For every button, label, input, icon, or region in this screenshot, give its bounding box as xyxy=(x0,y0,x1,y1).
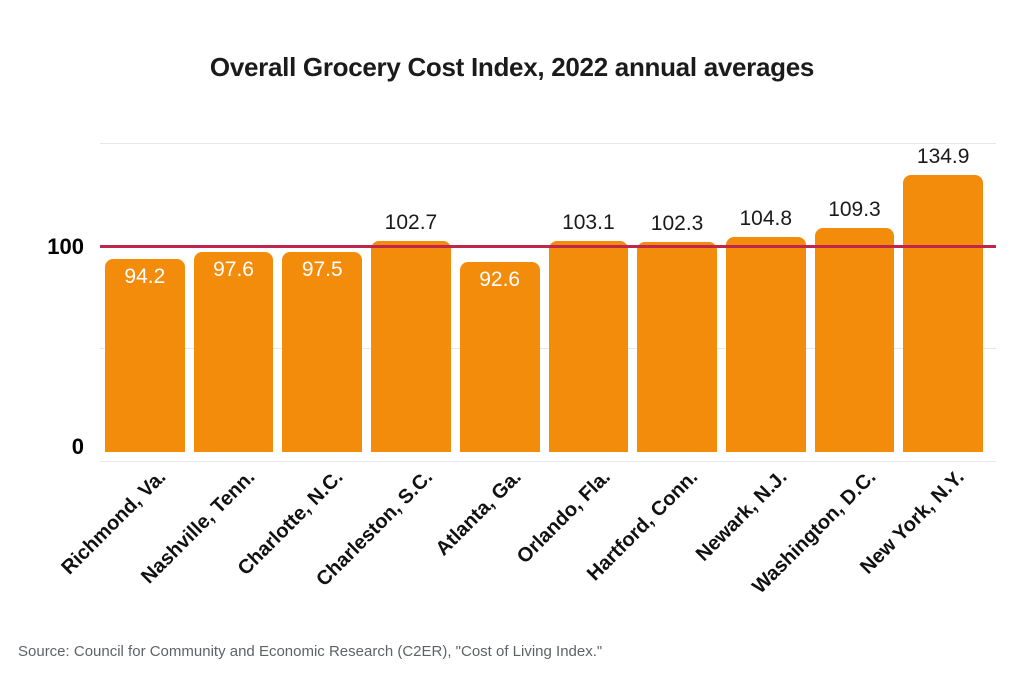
gridline xyxy=(100,143,996,145)
bar-column: 104.8 xyxy=(725,130,806,452)
bar xyxy=(637,242,717,452)
bar xyxy=(903,175,984,452)
bar xyxy=(371,241,451,452)
bar-value-label: 104.8 xyxy=(739,207,793,231)
bar-value-label: 103.1 xyxy=(562,210,615,234)
y-axis-tick-100: 100 xyxy=(47,234,84,259)
bar xyxy=(814,227,895,452)
bar xyxy=(193,251,274,452)
bar-value-label: 109.3 xyxy=(828,197,881,221)
bar-value-label: 97.5 xyxy=(301,258,343,282)
x-axis-label: Newark, N.J. xyxy=(691,466,792,566)
bar-column: 102.7 xyxy=(371,130,451,452)
bar xyxy=(459,262,540,452)
bar-value-label: 102.7 xyxy=(384,211,438,235)
gridline xyxy=(100,348,996,350)
bar-column: 92.6 xyxy=(459,130,540,452)
y-axis-tick-0: 0 xyxy=(71,434,84,459)
bar-column: 97.5 xyxy=(282,130,363,452)
bar-value-label: 92.6 xyxy=(479,268,521,292)
source-note: Source: Council for Community and Econom… xyxy=(18,643,603,660)
x-axis-label: Atlanta, Ga. xyxy=(431,466,526,561)
bar-value-label: 94.2 xyxy=(124,264,166,288)
bars: 94.2 97.6 97.5 102.7 92.6 103.1 102.3 104.8 109.… xyxy=(105,130,984,452)
bar xyxy=(105,258,185,452)
reference-line-100 xyxy=(100,244,996,248)
x-axis-line xyxy=(100,461,996,462)
bar-value-label: 102.3 xyxy=(650,212,704,236)
bar xyxy=(548,240,629,452)
bar-value-label: 134.9 xyxy=(916,145,970,169)
bar-column: 102.3 xyxy=(637,130,717,452)
bar xyxy=(725,237,806,452)
bar xyxy=(282,252,363,452)
bar-column: 94.2 xyxy=(105,130,185,452)
bar-value-label: 97.6 xyxy=(213,257,254,281)
chart-title: Overall Grocery Cost Index, 2022 annual … xyxy=(209,52,815,82)
bar-column: 134.9 xyxy=(903,130,984,452)
plot-area: 94.2 97.6 97.5 102.7 92.6 103.1 102.3 104.8 109.… xyxy=(100,130,996,452)
bar-column: 103.1 xyxy=(548,130,629,452)
bar-column: 97.6 xyxy=(193,130,274,452)
bar-column: 109.3 xyxy=(814,130,895,452)
